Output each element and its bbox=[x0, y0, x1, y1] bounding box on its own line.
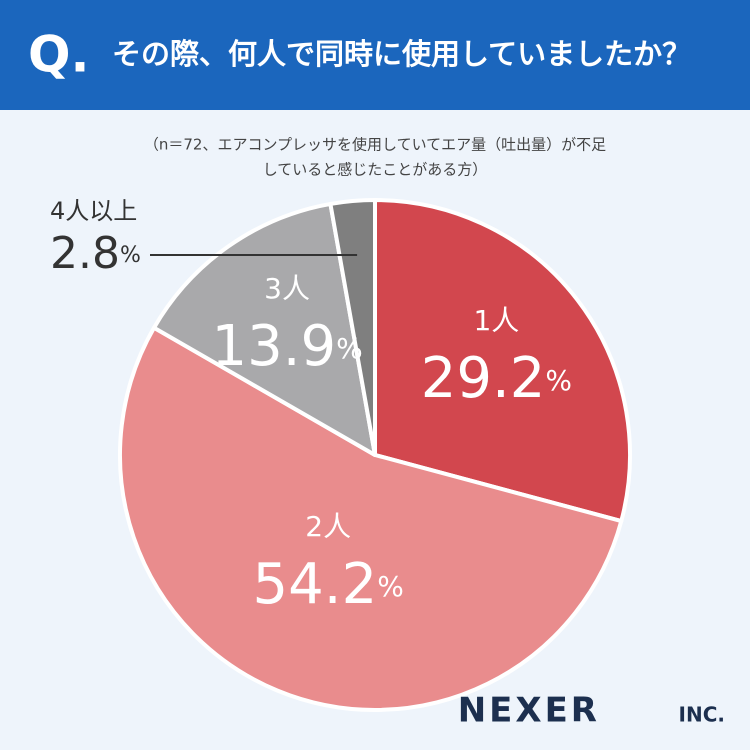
pie-slice bbox=[118, 325, 624, 712]
header-band bbox=[0, 0, 750, 110]
value-unit: % bbox=[545, 364, 572, 397]
question-title: その際、何人で同時に使用していましたか？ bbox=[112, 37, 691, 71]
value-unit: % bbox=[120, 243, 141, 268]
value-label: 54.2% bbox=[253, 552, 404, 617]
pie-slice bbox=[328, 198, 377, 457]
pie bbox=[118, 198, 632, 712]
value-label: 13.9% bbox=[211, 314, 362, 379]
value-label: 2.8% bbox=[50, 228, 141, 279]
pie-slice bbox=[373, 198, 632, 524]
value-number: 2.8 bbox=[50, 228, 120, 279]
brand: NEXER bbox=[458, 691, 600, 731]
brand-suffix: INC. bbox=[679, 703, 725, 727]
category-label: 2人 bbox=[305, 510, 351, 543]
labels: 1人 29.2% 2人 54.2% 3人 13.9% 4人以上 2.8% bbox=[50, 197, 572, 617]
category-label: 4人以上 bbox=[50, 197, 137, 225]
category-label: 1人 bbox=[473, 304, 519, 337]
value-label: 29.2% bbox=[421, 346, 572, 411]
value-number: 54.2 bbox=[253, 552, 378, 617]
subtitle-line: していると感じたことがある方） bbox=[263, 161, 488, 179]
subtitle-line: （n＝72、エアコンプレッサを使用していてエア量（吐出量）が不足 bbox=[144, 136, 606, 154]
category-label: 3人 bbox=[264, 272, 310, 305]
value-number: 29.2 bbox=[421, 346, 546, 411]
value-unit: % bbox=[377, 570, 404, 603]
pie-slice bbox=[152, 201, 377, 457]
value-number: 13.9 bbox=[211, 314, 336, 379]
value-unit: % bbox=[336, 332, 363, 365]
q-mark: Q. bbox=[28, 26, 90, 84]
